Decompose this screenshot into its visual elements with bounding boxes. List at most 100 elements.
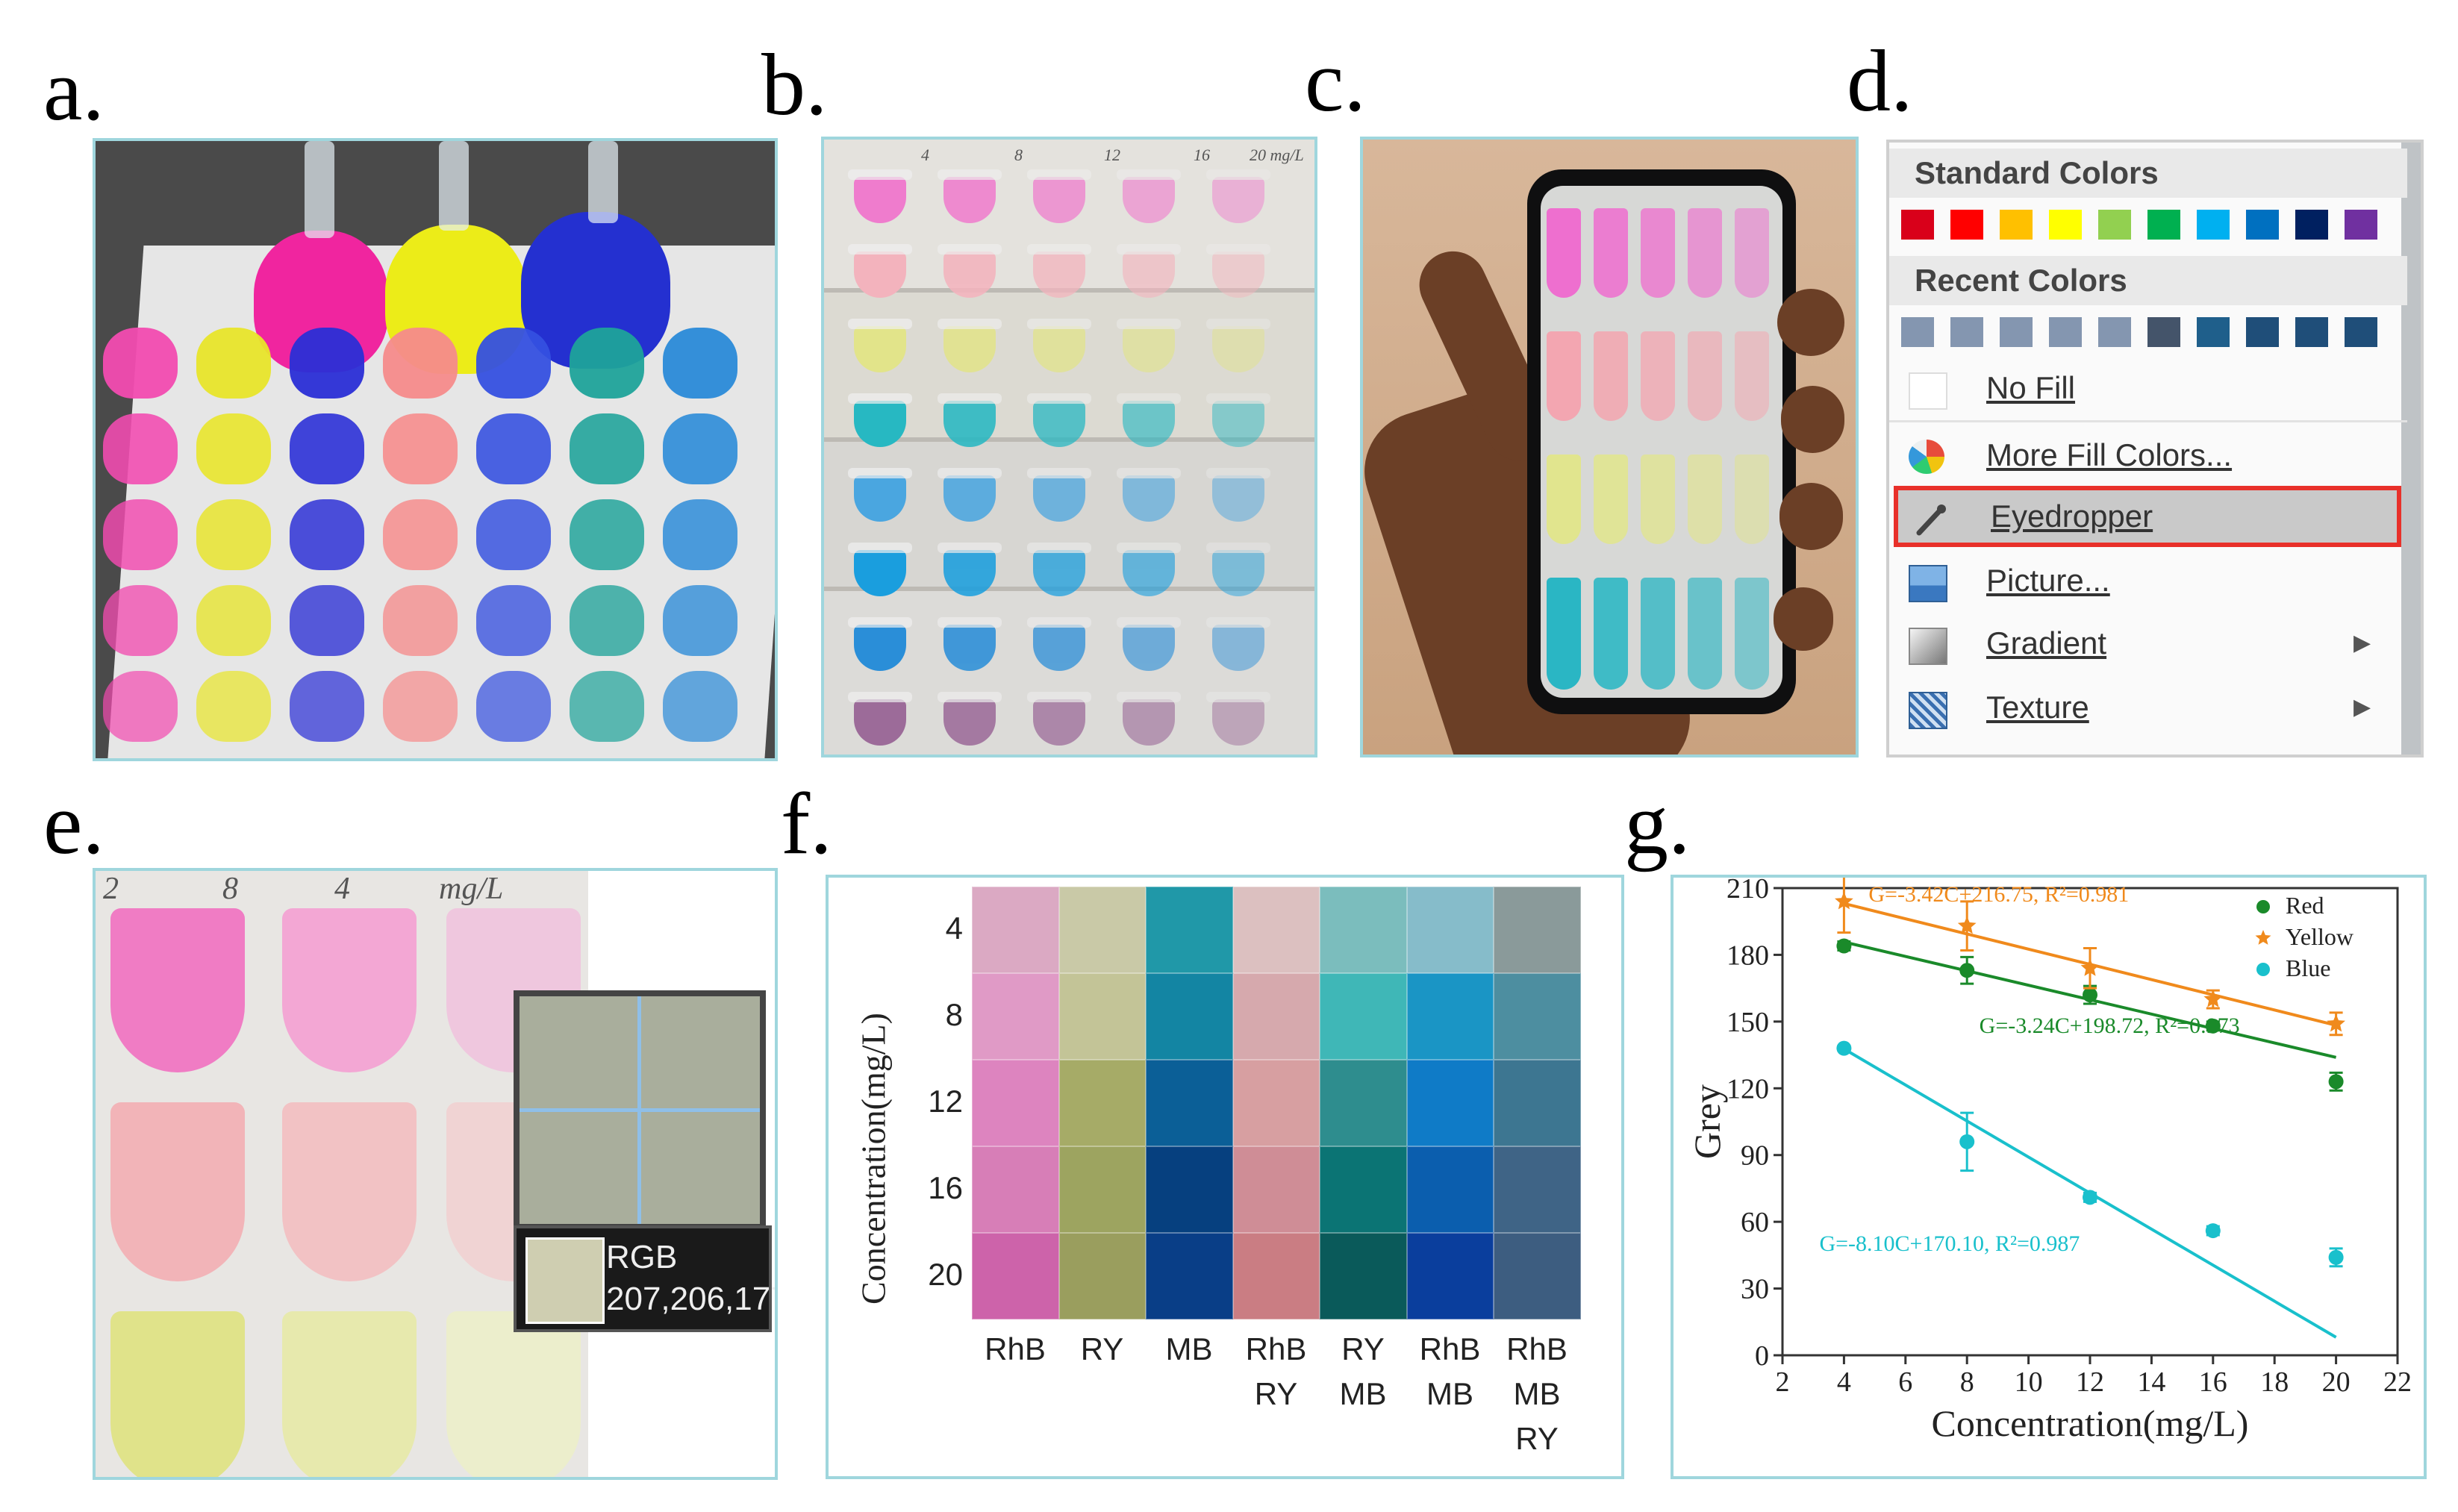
recent-color-swatch[interactable] (2000, 317, 2033, 347)
tube-cap (938, 543, 1002, 553)
tube-pink-dark (110, 908, 245, 1072)
data-point (2203, 990, 2223, 1008)
handwritten-note: 8 (222, 872, 238, 906)
data-point (2080, 958, 2100, 976)
picture-item[interactable]: Picture... (1889, 550, 2407, 611)
microtube (1206, 468, 1270, 522)
tube-pink-mid (282, 908, 417, 1072)
heatmap-cell (1058, 1060, 1146, 1146)
conical-flask (103, 328, 178, 399)
legend-marker (2256, 900, 2270, 913)
screen-microtube (1735, 331, 1769, 421)
no-fill-icon (1909, 372, 1947, 410)
standard-color-swatch[interactable] (2098, 210, 2131, 240)
x-axis-label: Concentration(mg/L) (1932, 1402, 2249, 1444)
tube-cap (848, 692, 912, 702)
microtube (1206, 244, 1270, 298)
tube-cap (1027, 319, 1091, 329)
standard-color-swatch[interactable] (1901, 210, 1934, 240)
heatmap-cell (1232, 1146, 1320, 1233)
standard-color-swatch[interactable] (2000, 210, 2033, 240)
heatmap-cell (972, 887, 1059, 973)
standard-color-swatch[interactable] (2197, 210, 2230, 240)
microtube (848, 543, 912, 596)
conical-flask (570, 328, 644, 399)
conical-flask (290, 499, 364, 570)
texture-icon (1909, 692, 1947, 729)
heatmap-cell (1494, 887, 1581, 973)
standard-color-swatch[interactable] (2049, 210, 2082, 240)
heatmap-cell (1058, 973, 1146, 1060)
recent-color-swatch[interactable] (2049, 317, 2082, 347)
fit-equation: G=-3.24C+198.72, R²=0.973 (1980, 1013, 2240, 1038)
tube-cap (848, 169, 912, 180)
texture-item[interactable]: Texture ▶ (1889, 677, 2407, 738)
heatmap-x-tick-line: RY (1341, 1331, 1385, 1366)
conical-flask (196, 499, 271, 570)
more-fill-colors-item[interactable]: More Fill Colors... (1889, 425, 2407, 486)
legend-label: Blue (2286, 955, 2330, 981)
standard-color-swatch[interactable] (2147, 210, 2180, 240)
recent-color-swatch[interactable] (2197, 317, 2230, 347)
rgb-readout: RGB 207,206,177 (514, 1225, 775, 1332)
conical-flask (476, 328, 551, 399)
heatmap-cell (1406, 973, 1494, 1060)
heatmap-cell (1146, 1233, 1233, 1319)
submenu-arrow-icon: ▶ (2353, 695, 2371, 719)
rgb-value: 207,206,177 (606, 1281, 778, 1317)
tube-cap (1117, 169, 1181, 180)
recent-color-swatch[interactable] (2098, 317, 2131, 347)
screen-microtube (1594, 454, 1628, 544)
screen-microtube (1641, 331, 1675, 421)
recent-color-swatch[interactable] (1901, 317, 1934, 347)
no-fill-item[interactable]: No Fill (1889, 357, 2407, 419)
standard-color-swatch[interactable] (1950, 210, 1983, 240)
microtube (1206, 169, 1270, 223)
tube-cap (1027, 692, 1091, 702)
microtube (938, 617, 1002, 671)
microtube (1027, 692, 1091, 746)
gradient-item[interactable]: Gradient ▶ (1889, 613, 2407, 674)
handwritten-note: 8 (1014, 146, 1023, 164)
microtube (848, 692, 912, 746)
conical-flask (196, 585, 271, 656)
handwritten-note: 12 (1104, 146, 1120, 164)
screen-microtube (1641, 578, 1675, 690)
conical-flask (663, 585, 737, 656)
tube-cap (848, 319, 912, 329)
eyedropper-item[interactable]: Eyedropper (1894, 486, 2401, 547)
data-point (2083, 1190, 2097, 1205)
standard-color-swatch[interactable] (2246, 210, 2279, 240)
recent-color-swatch[interactable] (2295, 317, 2328, 347)
tube-cap (1117, 692, 1181, 702)
standard-color-swatch[interactable] (2345, 210, 2377, 240)
screen-microtube (1735, 208, 1769, 298)
microtube (1206, 393, 1270, 447)
finger (1781, 386, 1844, 453)
panel-letter-f: f. (781, 775, 832, 872)
microtube (1027, 169, 1091, 223)
standard-color-swatch[interactable] (2295, 210, 2328, 240)
conical-flask (383, 585, 458, 656)
microtube (848, 169, 912, 223)
tube-cap (938, 468, 1002, 478)
heatmap-x-tick-label: MB (1144, 1327, 1234, 1372)
x-tick-label: 10 (2015, 1366, 2043, 1398)
recent-color-swatch[interactable] (2246, 317, 2279, 347)
screen-microtube (1594, 208, 1628, 298)
recent-color-swatch[interactable] (1950, 317, 1983, 347)
legend-label: Red (2286, 892, 2324, 919)
heatmap-cell (972, 1233, 1059, 1319)
recent-colors-header: Recent Colors (1889, 256, 2407, 305)
fit-equation: G=-8.10C+170.10, R²=0.987 (1819, 1231, 2080, 1256)
heatmap-cell (1058, 1146, 1146, 1233)
panel-a-flasks-photo (93, 138, 778, 761)
crosshair-horizontal (520, 1108, 760, 1112)
recent-color-swatch[interactable] (2345, 317, 2377, 347)
x-tick-label: 20 (2322, 1366, 2351, 1398)
microtube (1117, 244, 1181, 298)
tube-cap (1117, 617, 1181, 628)
menu-separator (1889, 420, 2407, 422)
conical-flask (103, 585, 178, 656)
recent-color-swatch[interactable] (2147, 317, 2180, 347)
